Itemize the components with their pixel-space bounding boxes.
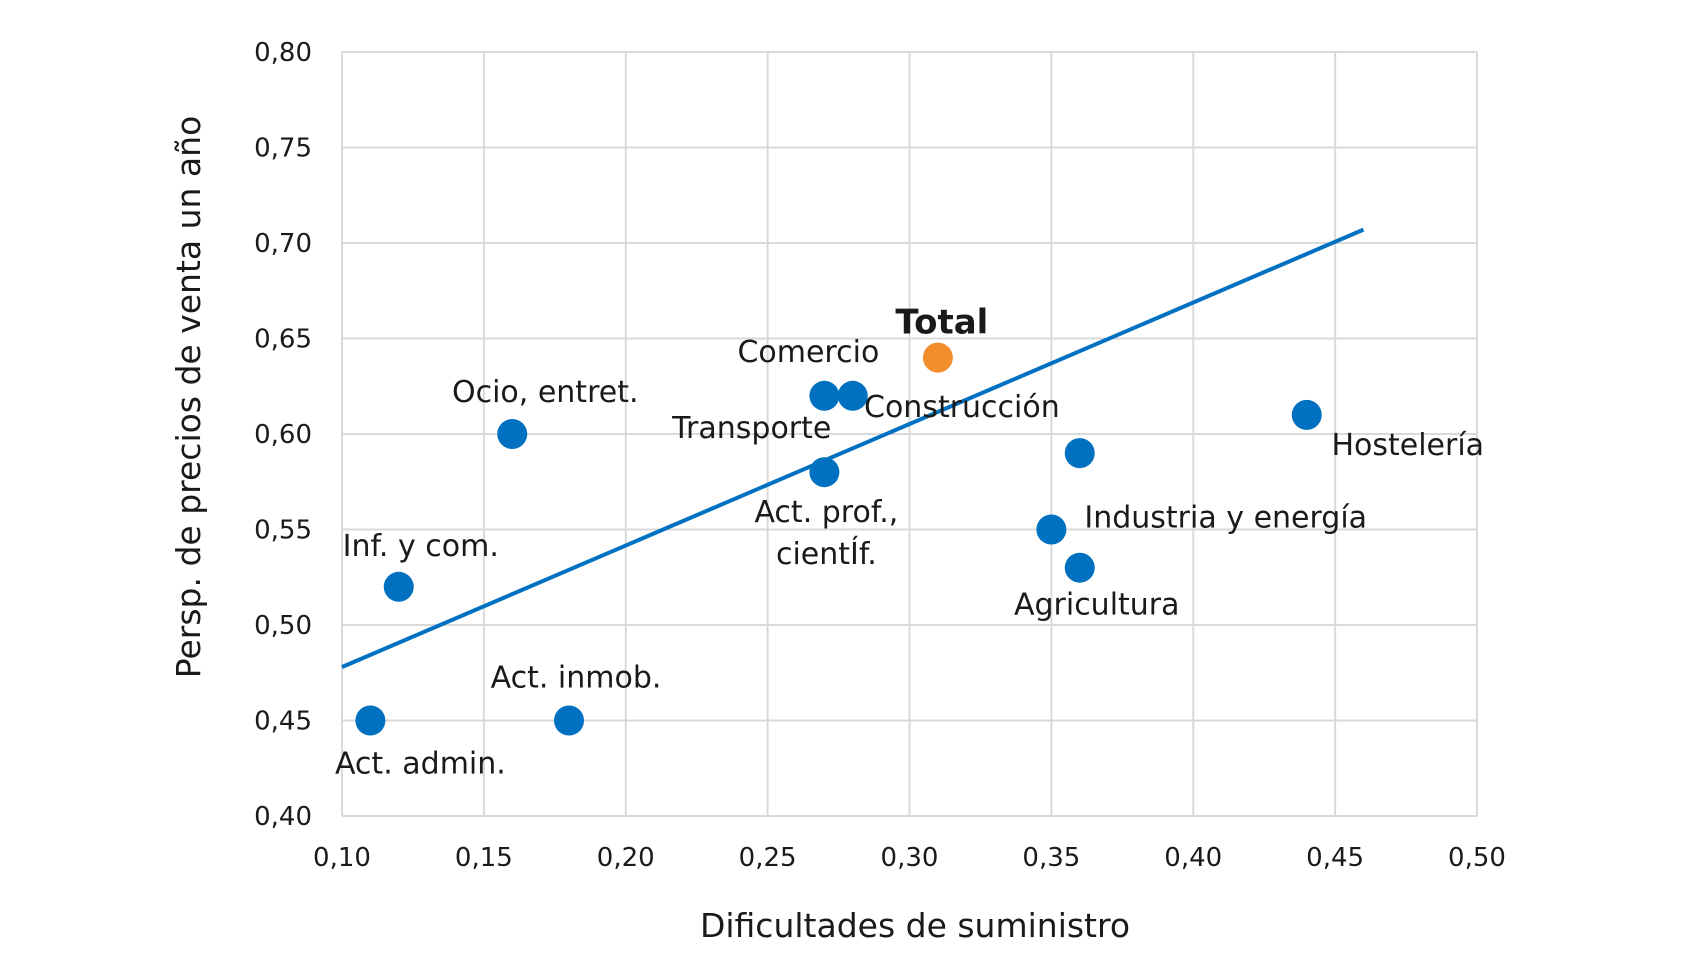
point-label: Construcción xyxy=(864,390,1060,425)
data-point xyxy=(1064,552,1095,583)
point-label: Inf. y com. xyxy=(343,529,499,564)
x-tick-label: 0,35 xyxy=(1022,843,1080,873)
data-point xyxy=(809,457,840,488)
x-axis-title: Dificultades de suministro xyxy=(700,906,1130,945)
y-tick-label: 0,80 xyxy=(254,38,312,68)
data-point xyxy=(497,419,528,449)
y-tick-label: 0,75 xyxy=(254,134,312,164)
data-point xyxy=(809,380,840,411)
y-axis-ticks: 0,40 0,45 0,50 0,55 0,60 0,65 0,70 0,75 0,80 xyxy=(254,38,312,832)
y-tick-label: 0,50 xyxy=(254,611,312,641)
data-point xyxy=(837,380,868,411)
data-points xyxy=(355,342,1322,736)
y-tick-label: 0,45 xyxy=(254,707,312,737)
trendline-group xyxy=(341,227,1365,669)
y-tick-label: 0,40 xyxy=(254,802,312,832)
point-label: Comercio xyxy=(737,335,879,370)
y-axis-title: Persp. de precios de venta un año xyxy=(169,116,208,679)
data-point xyxy=(355,705,386,736)
data-point xyxy=(383,571,414,602)
x-tick-label: 0,45 xyxy=(1306,843,1364,873)
point-label: Hostelería xyxy=(1331,428,1484,463)
point-label: Act. admin. xyxy=(335,747,506,782)
x-tick-label: 0,25 xyxy=(739,843,797,873)
point-label: Industria y energía xyxy=(1084,501,1367,536)
trendline xyxy=(341,227,1365,669)
data-point xyxy=(1291,399,1322,430)
data-point xyxy=(1036,514,1067,545)
x-tick-label: 0,15 xyxy=(455,843,513,873)
x-axis-ticks: 0,10 0,15 0,20 0,25 0,30 0,35 0,40 0,45 0,50 xyxy=(313,843,1506,873)
data-point xyxy=(554,705,584,736)
x-tick-label: 0,50 xyxy=(1448,843,1506,873)
point-label: Act. inmob. xyxy=(491,661,662,696)
point-labels: Act. admin. Inf. y com. Ocio, entret. Act. … xyxy=(335,303,1484,782)
data-point xyxy=(922,342,953,373)
point-label: Act. prof., cientÍf. xyxy=(754,495,898,572)
x-tick-label: 0,20 xyxy=(597,843,655,873)
x-tick-label: 0,30 xyxy=(881,843,939,873)
point-label: Agricultura xyxy=(1014,588,1180,623)
x-tick-label: 0,40 xyxy=(1164,843,1222,873)
point-label-line: cientÍf. xyxy=(776,536,877,572)
y-tick-label: 0,55 xyxy=(254,516,312,546)
y-tick-label: 0,60 xyxy=(254,420,312,450)
x-tick-label: 0,10 xyxy=(313,843,371,873)
point-label-line: Act. prof., xyxy=(754,495,898,530)
grid xyxy=(341,51,1478,817)
point-label: Ocio, entret. xyxy=(452,375,639,410)
y-tick-label: 0,65 xyxy=(254,325,312,355)
point-label: Transporte xyxy=(671,411,831,446)
point-label: Total xyxy=(895,303,988,343)
y-tick-label: 0,70 xyxy=(254,229,312,259)
data-point xyxy=(1064,438,1095,469)
